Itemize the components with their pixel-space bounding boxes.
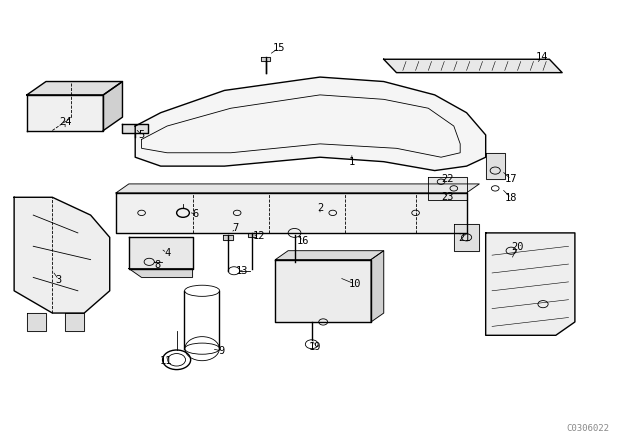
Text: 4: 4 — [164, 248, 170, 258]
Text: 7: 7 — [233, 224, 239, 233]
Text: 14: 14 — [536, 52, 548, 62]
Polygon shape — [371, 251, 384, 322]
Text: 13: 13 — [236, 266, 248, 276]
Text: 21: 21 — [458, 233, 470, 243]
Polygon shape — [14, 197, 109, 313]
Polygon shape — [27, 95, 103, 130]
Text: 18: 18 — [505, 193, 517, 203]
Polygon shape — [428, 177, 467, 199]
Polygon shape — [486, 233, 575, 335]
Text: 16: 16 — [297, 236, 310, 246]
Text: 9: 9 — [218, 346, 225, 356]
Text: 20: 20 — [511, 242, 524, 252]
Text: C0306022: C0306022 — [566, 424, 609, 433]
Polygon shape — [223, 235, 233, 240]
Text: 23: 23 — [441, 192, 454, 202]
Text: 6: 6 — [193, 209, 199, 219]
Polygon shape — [27, 82, 122, 95]
Polygon shape — [135, 77, 486, 171]
Text: 15: 15 — [273, 43, 285, 53]
Text: 1: 1 — [349, 157, 355, 167]
Polygon shape — [129, 268, 193, 277]
Text: 10: 10 — [349, 279, 362, 289]
Text: 3: 3 — [56, 275, 62, 284]
Text: 17: 17 — [505, 174, 517, 185]
Text: 22: 22 — [441, 174, 454, 185]
Text: 2: 2 — [317, 203, 323, 213]
Text: 11: 11 — [159, 356, 172, 366]
Polygon shape — [65, 313, 84, 331]
Polygon shape — [122, 124, 148, 133]
Text: 8: 8 — [154, 260, 161, 270]
Polygon shape — [384, 59, 562, 73]
Polygon shape — [248, 233, 256, 237]
Polygon shape — [27, 313, 46, 331]
Polygon shape — [103, 82, 122, 130]
Text: 19: 19 — [308, 342, 321, 352]
Text: 5: 5 — [138, 130, 145, 140]
Polygon shape — [261, 57, 270, 61]
Text: 12: 12 — [253, 232, 266, 241]
Polygon shape — [116, 193, 467, 233]
Polygon shape — [486, 153, 505, 180]
Polygon shape — [129, 237, 193, 268]
Text: 24: 24 — [59, 116, 72, 127]
Polygon shape — [454, 224, 479, 251]
Polygon shape — [116, 184, 479, 193]
Polygon shape — [275, 260, 371, 322]
Polygon shape — [275, 251, 384, 260]
